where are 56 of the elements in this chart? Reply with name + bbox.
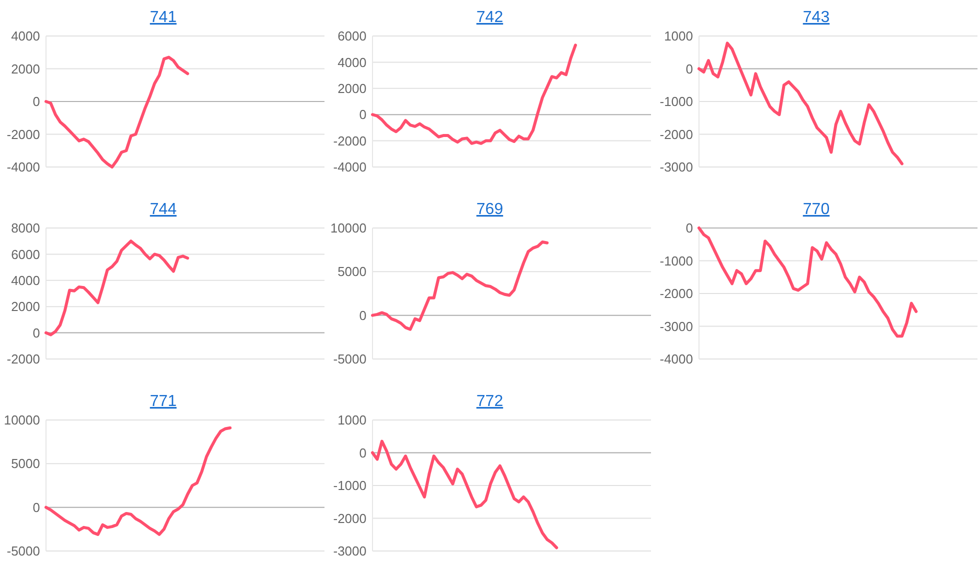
y-tick-label: -2000 — [6, 126, 40, 142]
y-tick-label: -3000 — [333, 544, 366, 559]
y-tick-label: -1000 — [333, 478, 366, 494]
y-tick-label: -4000 — [660, 352, 693, 367]
y-tick-label: -2000 — [333, 133, 366, 148]
y-tick-label: -4000 — [6, 160, 40, 175]
y-tick-label: 1000 — [338, 412, 366, 428]
y-tick-label: -1000 — [660, 253, 693, 268]
y-tick-label: 5000 — [338, 264, 366, 280]
y-tick-label: -2000 — [660, 126, 693, 142]
y-tick-label: -3000 — [660, 318, 693, 334]
y-tick-label: 0 — [359, 308, 366, 323]
y-tick-label: -2000 — [6, 352, 40, 367]
line-series — [44, 56, 190, 168]
y-tick-label: -1000 — [660, 94, 693, 110]
line-series — [698, 42, 904, 166]
y-tick-label: -2000 — [333, 510, 366, 526]
y-tick-label: 1000 — [664, 28, 693, 44]
y-tick-label: -5000 — [6, 544, 40, 559]
y-tick-label: 2000 — [338, 80, 366, 96]
y-tick-label: 0 — [686, 220, 693, 236]
y-tick-label: 0 — [686, 61, 693, 76]
chart-title: 743 — [802, 9, 830, 26]
y-tick-label: 4000 — [11, 272, 40, 288]
line-series — [371, 44, 577, 145]
y-tick-label: 4000 — [11, 28, 40, 44]
y-tick-label: -2000 — [660, 286, 693, 302]
y-tick-label: 10000 — [4, 412, 40, 428]
chart-title: 744 — [150, 201, 177, 218]
line-series — [698, 226, 918, 338]
line-series — [371, 240, 549, 331]
y-tick-label: 0 — [32, 94, 40, 110]
y-tick-label: 2000 — [11, 299, 40, 314]
line-series — [44, 240, 190, 336]
y-tick-label: 6000 — [338, 28, 366, 44]
chart-title: 772 — [476, 393, 504, 410]
y-tick-label: 0 — [32, 500, 40, 515]
chart-title: 769 — [476, 201, 504, 218]
y-tick-label: 8000 — [11, 220, 40, 236]
y-tick-label: 0 — [359, 445, 366, 460]
chart-title: 771 — [150, 393, 177, 410]
chart-title: 770 — [802, 201, 830, 218]
y-tick-label: 6000 — [11, 246, 40, 262]
y-tick-label: 2000 — [11, 61, 40, 76]
y-tick-label: 0 — [32, 325, 40, 340]
chart-title: 741 — [150, 9, 177, 26]
line-series — [44, 426, 232, 536]
y-tick-label: 4000 — [338, 54, 366, 70]
y-tick-label: -5000 — [333, 352, 366, 367]
y-tick-label: -4000 — [333, 160, 366, 175]
y-tick-label: 10000 — [330, 220, 366, 236]
line-series — [371, 440, 558, 550]
chart-title: 742 — [476, 9, 504, 26]
y-tick-label: 0 — [359, 107, 366, 122]
y-tick-label: -3000 — [660, 160, 693, 175]
y-tick-label: 5000 — [11, 456, 40, 472]
